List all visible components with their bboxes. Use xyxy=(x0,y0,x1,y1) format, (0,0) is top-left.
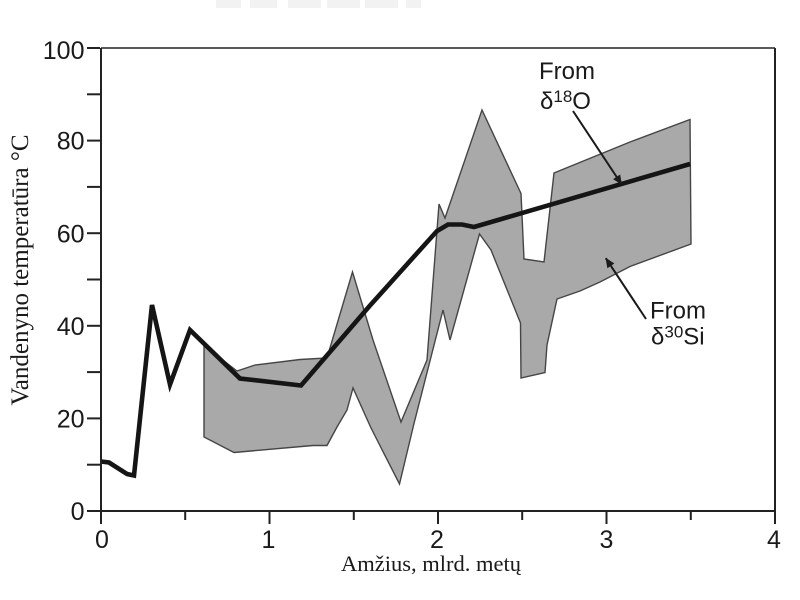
svg-text:0: 0 xyxy=(95,526,109,554)
svg-text:40: 40 xyxy=(57,313,85,341)
svg-text:3: 3 xyxy=(600,526,614,554)
svg-text:0: 0 xyxy=(71,498,85,526)
svg-text:4: 4 xyxy=(767,526,781,554)
svg-text:1: 1 xyxy=(262,526,276,554)
svg-text:From: From xyxy=(539,58,595,85)
svg-text:20: 20 xyxy=(57,406,85,434)
svg-text:Vandenyno temperatūra °C: Vandenyno temperatūra °C xyxy=(7,134,34,405)
svg-text:Amžius, mlrd. metų: Amžius, mlrd. metų xyxy=(341,551,522,576)
svg-text:100: 100 xyxy=(43,37,85,65)
svg-text:From: From xyxy=(650,298,706,325)
svg-text:80: 80 xyxy=(57,128,85,156)
svg-text:2: 2 xyxy=(430,526,444,554)
svg-text:60: 60 xyxy=(57,220,85,248)
